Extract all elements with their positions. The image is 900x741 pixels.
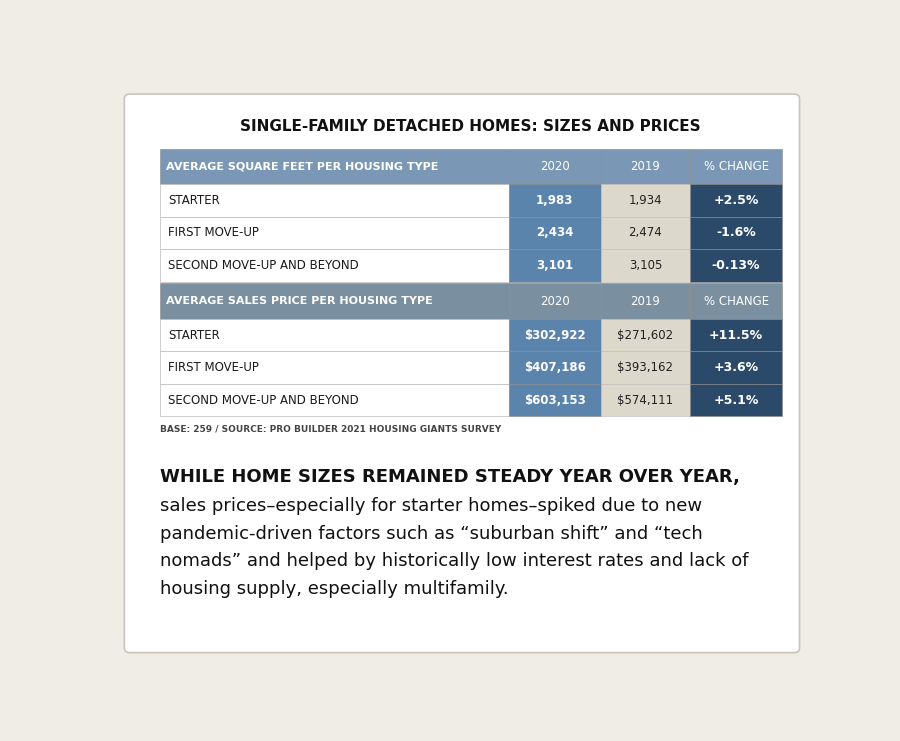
Bar [160,249,508,282]
Text: SECOND MOVE-UP AND BEYOND: SECOND MOVE-UP AND BEYOND [168,393,359,407]
Text: 2020: 2020 [540,160,570,173]
Bar [160,351,508,384]
Text: STARTER: STARTER [168,194,220,207]
Bar [601,149,690,185]
Text: $302,922: $302,922 [524,328,586,342]
Bar [508,249,601,282]
Text: pandemic-driven factors such as “suburban shift” and “tech: pandemic-driven factors such as “suburba… [160,525,703,543]
Bar [508,319,601,351]
Text: 2019: 2019 [631,295,661,308]
Text: % CHANGE: % CHANGE [704,295,769,308]
Text: 2,474: 2,474 [628,227,662,239]
Text: % CHANGE: % CHANGE [704,160,769,173]
Text: 2,434: 2,434 [536,227,573,239]
Bar [601,185,690,216]
Text: +5.1%: +5.1% [714,393,759,407]
Bar [508,384,601,416]
Text: WHILE HOME SIZES REMAINED STEADY YEAR OVER YEAR,: WHILE HOME SIZES REMAINED STEADY YEAR OV… [160,468,740,486]
Text: 3,101: 3,101 [536,259,573,272]
Bar [160,384,508,416]
Bar [601,249,690,282]
Bar [160,149,508,185]
Text: housing supply, especially multifamily.: housing supply, especially multifamily. [160,579,508,597]
Text: $407,186: $407,186 [524,361,586,374]
Text: AVERAGE SQUARE FEET PER HOUSING TYPE: AVERAGE SQUARE FEET PER HOUSING TYPE [166,162,438,171]
Text: AVERAGE SALES PRICE PER HOUSING TYPE: AVERAGE SALES PRICE PER HOUSING TYPE [166,296,432,306]
Text: 1,983: 1,983 [536,194,573,207]
Text: BASE: 259 / SOURCE: PRO BUILDER 2021 HOUSING GIANTS SURVEY: BASE: 259 / SOURCE: PRO BUILDER 2021 HOU… [160,425,501,433]
Text: +11.5%: +11.5% [709,328,763,342]
Text: 1,934: 1,934 [628,194,662,207]
FancyBboxPatch shape [124,94,799,653]
Text: nomads” and helped by historically low interest rates and lack of: nomads” and helped by historically low i… [160,552,749,571]
Text: 2020: 2020 [540,295,570,308]
Bar [601,284,690,319]
Bar [690,216,782,249]
Text: sales prices–especially for starter homes–spiked due to new: sales prices–especially for starter home… [160,497,702,516]
Text: STARTER: STARTER [168,328,220,342]
Text: -0.13%: -0.13% [712,259,760,272]
Bar [690,384,782,416]
Bar [508,351,601,384]
Text: SECOND MOVE-UP AND BEYOND: SECOND MOVE-UP AND BEYOND [168,259,359,272]
Text: +3.6%: +3.6% [714,361,759,374]
Text: FIRST MOVE-UP: FIRST MOVE-UP [168,227,259,239]
Text: $603,153: $603,153 [524,393,586,407]
Bar [690,319,782,351]
Text: 3,105: 3,105 [629,259,662,272]
Bar [601,384,690,416]
Bar [601,351,690,384]
Bar [601,319,690,351]
Bar [160,185,508,216]
Bar [508,216,601,249]
Text: $574,111: $574,111 [617,393,673,407]
Text: -1.6%: -1.6% [716,227,756,239]
Bar [508,284,601,319]
Bar [160,284,508,319]
Bar [508,149,601,185]
Text: SINGLE-FAMILY DETACHED HOMES: SIZES AND PRICES: SINGLE-FAMILY DETACHED HOMES: SIZES AND … [240,119,700,133]
Bar [160,319,508,351]
Text: $393,162: $393,162 [617,361,673,374]
Text: 2019: 2019 [631,160,661,173]
Text: $271,602: $271,602 [617,328,673,342]
Bar [160,216,508,249]
Bar [690,185,782,216]
Bar [690,249,782,282]
Text: +2.5%: +2.5% [714,194,759,207]
Bar [508,185,601,216]
Bar [601,216,690,249]
Bar [690,351,782,384]
Text: FIRST MOVE-UP: FIRST MOVE-UP [168,361,259,374]
Bar [690,149,782,185]
Bar [690,284,782,319]
